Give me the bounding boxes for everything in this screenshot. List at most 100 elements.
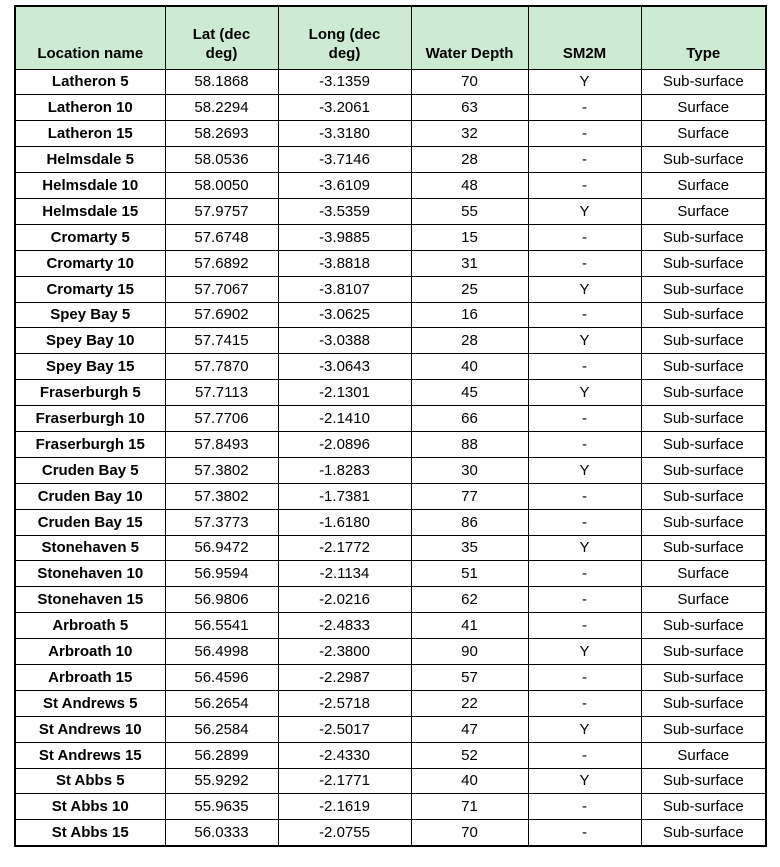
cell-type: Sub-surface — [640, 249, 767, 277]
cell-location: Arbroath 5 — [14, 612, 166, 640]
cell-long: -3.1359 — [277, 68, 412, 96]
cell-water_depth: 45 — [410, 379, 529, 407]
cell-location: St Andrews 10 — [14, 715, 166, 743]
table-row: Cromarty 5 57.6748 -3.9885 15- Sub-surface — [14, 223, 767, 251]
cell-sm2m: - — [527, 120, 642, 148]
cell-water_depth: 40 — [410, 767, 529, 795]
cell-location: Fraserburgh 15 — [14, 430, 166, 458]
cell-long: -2.1134 — [277, 560, 412, 588]
cell-long: -2.5017 — [277, 715, 412, 743]
cell-long: -3.6109 — [277, 172, 412, 199]
cell-long: -2.0896 — [277, 430, 412, 458]
cell-water_depth: 15 — [410, 223, 529, 251]
table-row: Arbroath 10 56.4998 -2.3800 90 Y Sub-surface — [14, 638, 767, 665]
table-row: Helmsdale 5 58.0536 -3.7146 28- Sub-surface — [14, 146, 767, 174]
table-row: Stonehaven 15 56.9806 -2.0216 62- Surface — [14, 586, 767, 614]
cell-long: -1.6180 — [277, 508, 412, 536]
cell-sm2m: - — [527, 301, 642, 329]
cell-location: Spey Bay 5 — [14, 301, 166, 329]
header-location-name: Location name — [14, 5, 166, 70]
cell-lat: 57.7415 — [164, 327, 279, 355]
cell-type: Surface — [640, 741, 767, 769]
cell-sm2m: Y — [527, 327, 642, 355]
table-row: St Abbs 10 55.9635 -2.1619 71- Sub-surface — [14, 793, 767, 821]
cell-lat: 57.9757 — [164, 197, 279, 225]
table-row: Helmsdale 10 58.0050 -3.6109 48- Surface — [14, 172, 767, 199]
cell-lat: 57.8493 — [164, 430, 279, 458]
cell-type: Sub-surface — [640, 689, 767, 717]
cell-location: Cruden Bay 5 — [14, 456, 166, 484]
table-row: St Abbs 15 56.0333 -2.0755 70- Sub-surface — [14, 819, 767, 847]
document-page: Location name Lat (dec deg) Long (dec de… — [14, 5, 767, 847]
cell-lat: 56.9472 — [164, 534, 279, 562]
cell-type: Sub-surface — [640, 430, 767, 458]
header-water-depth: Water Depth — [410, 5, 529, 70]
cell-location: Cruden Bay 15 — [14, 508, 166, 536]
cell-location: Helmsdale 5 — [14, 146, 166, 174]
cell-location: Stonehaven 5 — [14, 534, 166, 562]
cell-lat: 58.1868 — [164, 68, 279, 96]
cell-water_depth: 41 — [410, 612, 529, 640]
cell-type: Sub-surface — [640, 534, 767, 562]
table-row: Arbroath 5 56.5541 -2.4833 41- Sub-surface — [14, 612, 767, 640]
cell-long: -3.9885 — [277, 223, 412, 251]
cell-sm2m: - — [527, 689, 642, 717]
cell-sm2m: Y — [527, 379, 642, 407]
cell-lat: 58.2693 — [164, 120, 279, 148]
table-row: Spey Bay 5 57.6902 -3.0625 16- Sub-surface — [14, 301, 767, 329]
cell-lat: 56.2654 — [164, 689, 279, 717]
cell-long: -2.4330 — [277, 741, 412, 769]
cell-lat: 56.2899 — [164, 741, 279, 769]
cell-water_depth: 31 — [410, 249, 529, 277]
cell-lat: 56.5541 — [164, 612, 279, 640]
cell-water_depth: 71 — [410, 793, 529, 821]
cell-lat: 57.7113 — [164, 379, 279, 407]
cell-lat: 55.9635 — [164, 793, 279, 821]
cell-water_depth: 25 — [410, 275, 529, 303]
cell-type: Surface — [640, 197, 767, 225]
cell-long: -2.0216 — [277, 586, 412, 614]
table-row: Cruden Bay 15 57.3773 -1.6180 86- Sub-surfac… — [14, 508, 767, 536]
cell-type: Surface — [640, 560, 767, 588]
cell-type: Surface — [640, 172, 767, 199]
cell-location: Cromarty 5 — [14, 223, 166, 251]
cell-location: St Andrews 5 — [14, 689, 166, 717]
cell-type: Sub-surface — [640, 482, 767, 510]
cell-type: Sub-surface — [640, 508, 767, 536]
cell-location: Stonehaven 10 — [14, 560, 166, 588]
cell-lat: 57.6892 — [164, 249, 279, 277]
cell-lat: 56.9806 — [164, 586, 279, 614]
cell-type: Sub-surface — [640, 663, 767, 691]
header-water-depth-label: Water Depth — [425, 44, 514, 62]
header-row: Location name Lat (dec deg) Long (dec de… — [14, 5, 767, 70]
table-row: Cruden Bay 10 57.3802 -1.7381 77- Sub-surfac… — [14, 482, 767, 510]
cell-sm2m: - — [527, 612, 642, 640]
cell-long: -3.5359 — [277, 197, 412, 225]
cell-sm2m: - — [527, 586, 642, 614]
cell-type: Surface — [640, 120, 767, 148]
cell-location: St Abbs 5 — [14, 767, 166, 795]
cell-type: Sub-surface — [640, 301, 767, 329]
cell-type: Surface — [640, 94, 767, 122]
cell-lat: 57.3773 — [164, 508, 279, 536]
cell-lat: 58.0050 — [164, 172, 279, 199]
cell-water_depth: 66 — [410, 405, 529, 432]
cell-long: -2.5718 — [277, 689, 412, 717]
cell-location: Latheron 5 — [14, 68, 166, 96]
cell-location: Cromarty 15 — [14, 275, 166, 303]
table-row: Cromarty 15 57.7067 -3.8107 25 Y Sub-surface — [14, 275, 767, 303]
header-type: Type — [640, 5, 767, 70]
table-row: Stonehaven 5 56.9472 -2.1772 35 Y Sub-surface — [14, 534, 767, 562]
table-row: Fraserburgh 5 57.7113 -2.1301 45 Y Sub-surfac… — [14, 379, 767, 407]
cell-sm2m: Y — [527, 197, 642, 225]
cell-location: St Abbs 10 — [14, 793, 166, 821]
cell-sm2m: - — [527, 793, 642, 821]
cell-long: -1.7381 — [277, 482, 412, 510]
header-long: Long (dec deg) — [277, 5, 412, 70]
cell-location: St Andrews 15 — [14, 741, 166, 769]
table-row: St Abbs 5 55.9292 -2.1771 40 Y Sub-surface — [14, 767, 767, 795]
cell-lat: 57.7706 — [164, 405, 279, 432]
header-location-name-label: Location name — [37, 44, 144, 62]
table-row: St Andrews 5 56.2654 -2.5718 22- Sub-surface — [14, 689, 767, 717]
cell-sm2m: - — [527, 741, 642, 769]
